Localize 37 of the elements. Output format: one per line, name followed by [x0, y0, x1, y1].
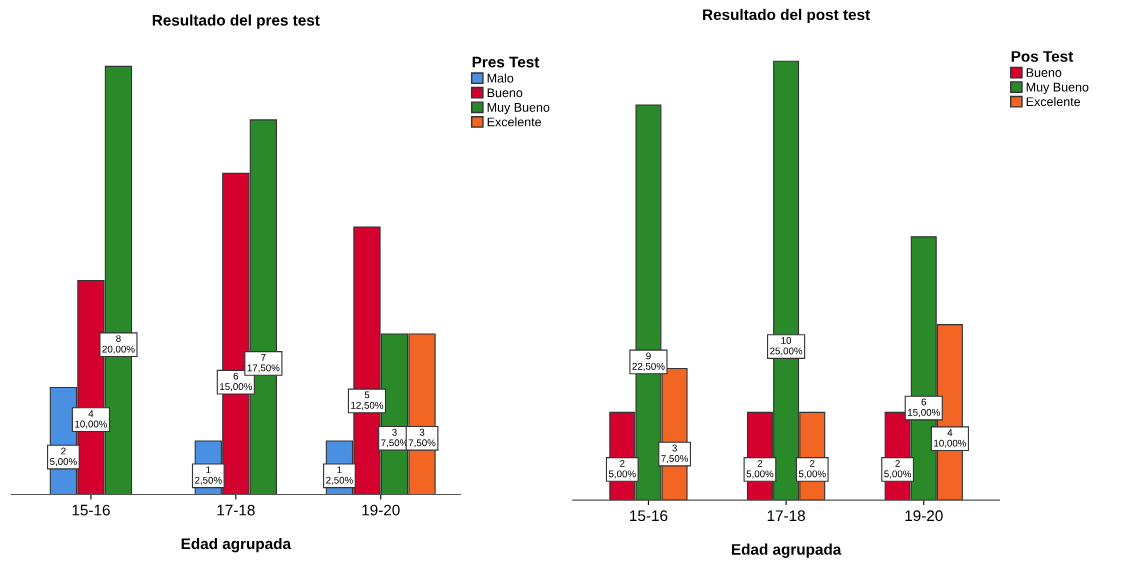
- legend-label: Muy Bueno: [487, 103, 550, 115]
- data-label: 7 17,50%: [247, 354, 280, 373]
- legend-label: Bueno: [487, 88, 523, 98]
- data-label: 2 5,00%: [884, 459, 912, 479]
- x-tick-label: 15-16: [630, 510, 668, 522]
- chart-title: Resultado del post test: [703, 8, 870, 24]
- data-label: 5 12,50%: [351, 391, 384, 410]
- data-label: 2 5,00%: [798, 459, 826, 479]
- data-label: 8 20,00%: [102, 335, 135, 354]
- x-tick-label: 15-16: [72, 504, 110, 516]
- legend-title: Pos Test: [1011, 51, 1074, 62]
- data-label: 6 15,00%: [908, 398, 940, 418]
- data-label: 3 7,50%: [661, 444, 689, 464]
- data-label: 2 5,00%: [50, 447, 77, 467]
- data-label: 9 22,50%: [632, 352, 665, 371]
- legend-label: Excelente: [1026, 96, 1081, 107]
- legend-label: Bueno: [1026, 68, 1062, 77]
- x-axis-title: Edad agrupada: [181, 537, 292, 553]
- legend-label: Muy Bueno: [1026, 82, 1089, 95]
- x-tick-label: 19-20: [905, 510, 943, 522]
- data-label: 2 5,00%: [746, 459, 774, 479]
- legend-label: Malo: [487, 73, 514, 83]
- data-label: 1 2,50%: [326, 466, 353, 485]
- data-label: 4 10,00%: [934, 429, 967, 448]
- x-axis-title: Edad agrupada: [731, 543, 842, 558]
- data-label: 1 2,50%: [195, 466, 222, 485]
- x-tick-label: 19-20: [362, 504, 400, 516]
- data-label: 4 10,00%: [75, 410, 108, 429]
- chart-title: Resultado del pres test: [152, 14, 320, 29]
- data-label: 6 15,00%: [220, 372, 252, 392]
- legend-title: Pres Test: [472, 56, 540, 68]
- data-label: 10 25,00%: [770, 337, 803, 356]
- data-label: 3 7,50%: [408, 428, 436, 448]
- x-tick-label: 17-18: [217, 504, 255, 516]
- x-tick-label: 17-18: [767, 510, 805, 522]
- data-label: 2 5,00%: [608, 459, 636, 479]
- legend-label: Excelente: [487, 117, 542, 127]
